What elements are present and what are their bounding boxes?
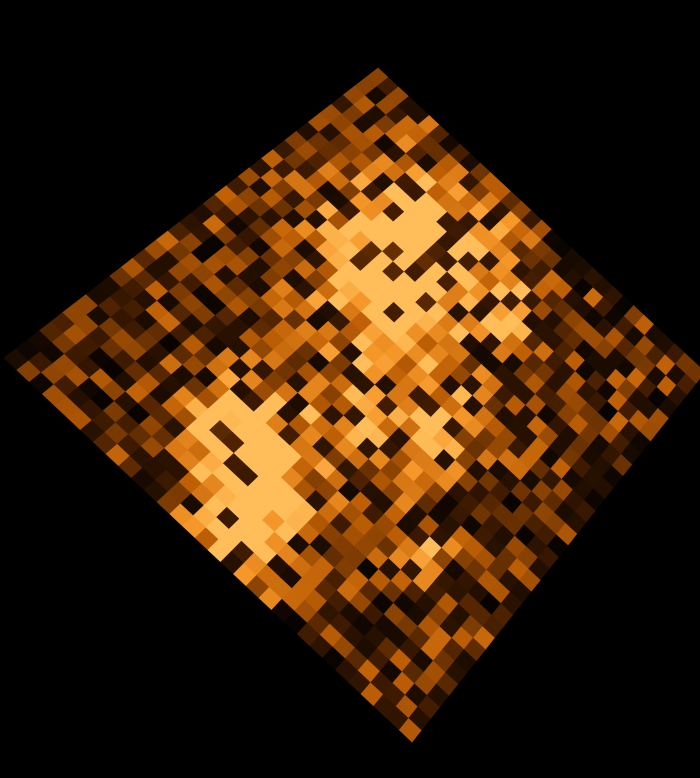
pixel bbox=[398, 718, 422, 743]
pixel-grid bbox=[3, 67, 700, 743]
